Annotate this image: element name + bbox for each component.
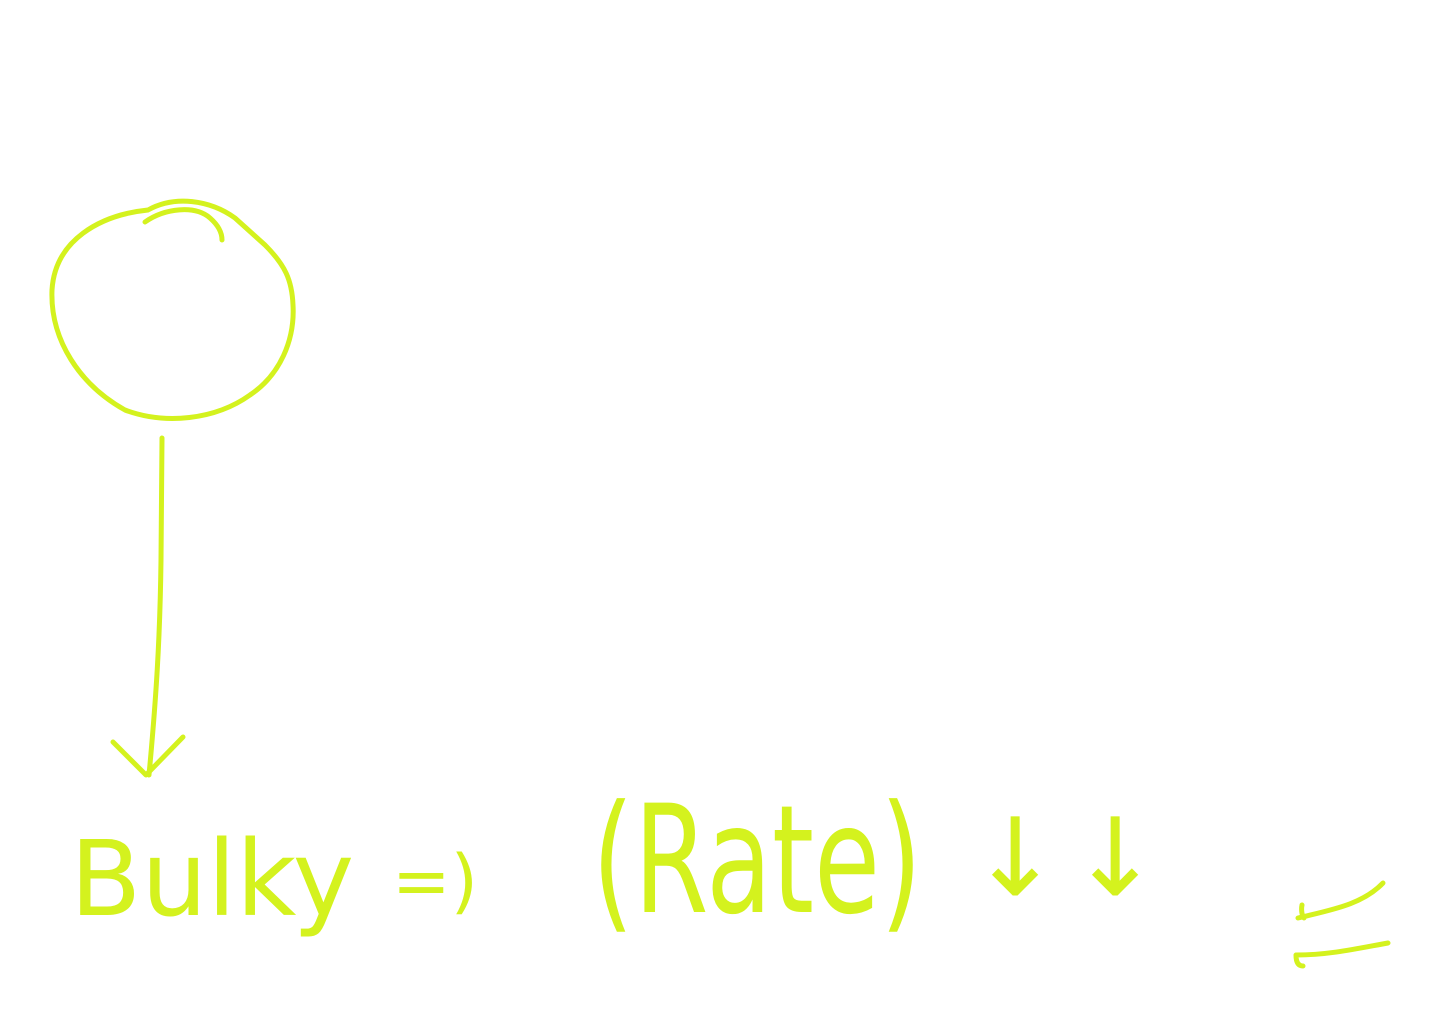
circle-overlap-stroke bbox=[142, 207, 225, 243]
word-bulky: Bulky bbox=[70, 818, 354, 940]
arrow-head-icon bbox=[110, 734, 186, 778]
arrow-shaft bbox=[146, 435, 165, 778]
implies-symbol: =) bbox=[392, 840, 478, 922]
down-arrow-1: ↓ bbox=[970, 796, 1061, 921]
squiggle-mark bbox=[1293, 880, 1391, 969]
down-arrow-2: ↓ bbox=[1070, 796, 1161, 921]
circle-shape bbox=[49, 198, 296, 421]
word-rate: (Rate) bbox=[592, 774, 922, 948]
